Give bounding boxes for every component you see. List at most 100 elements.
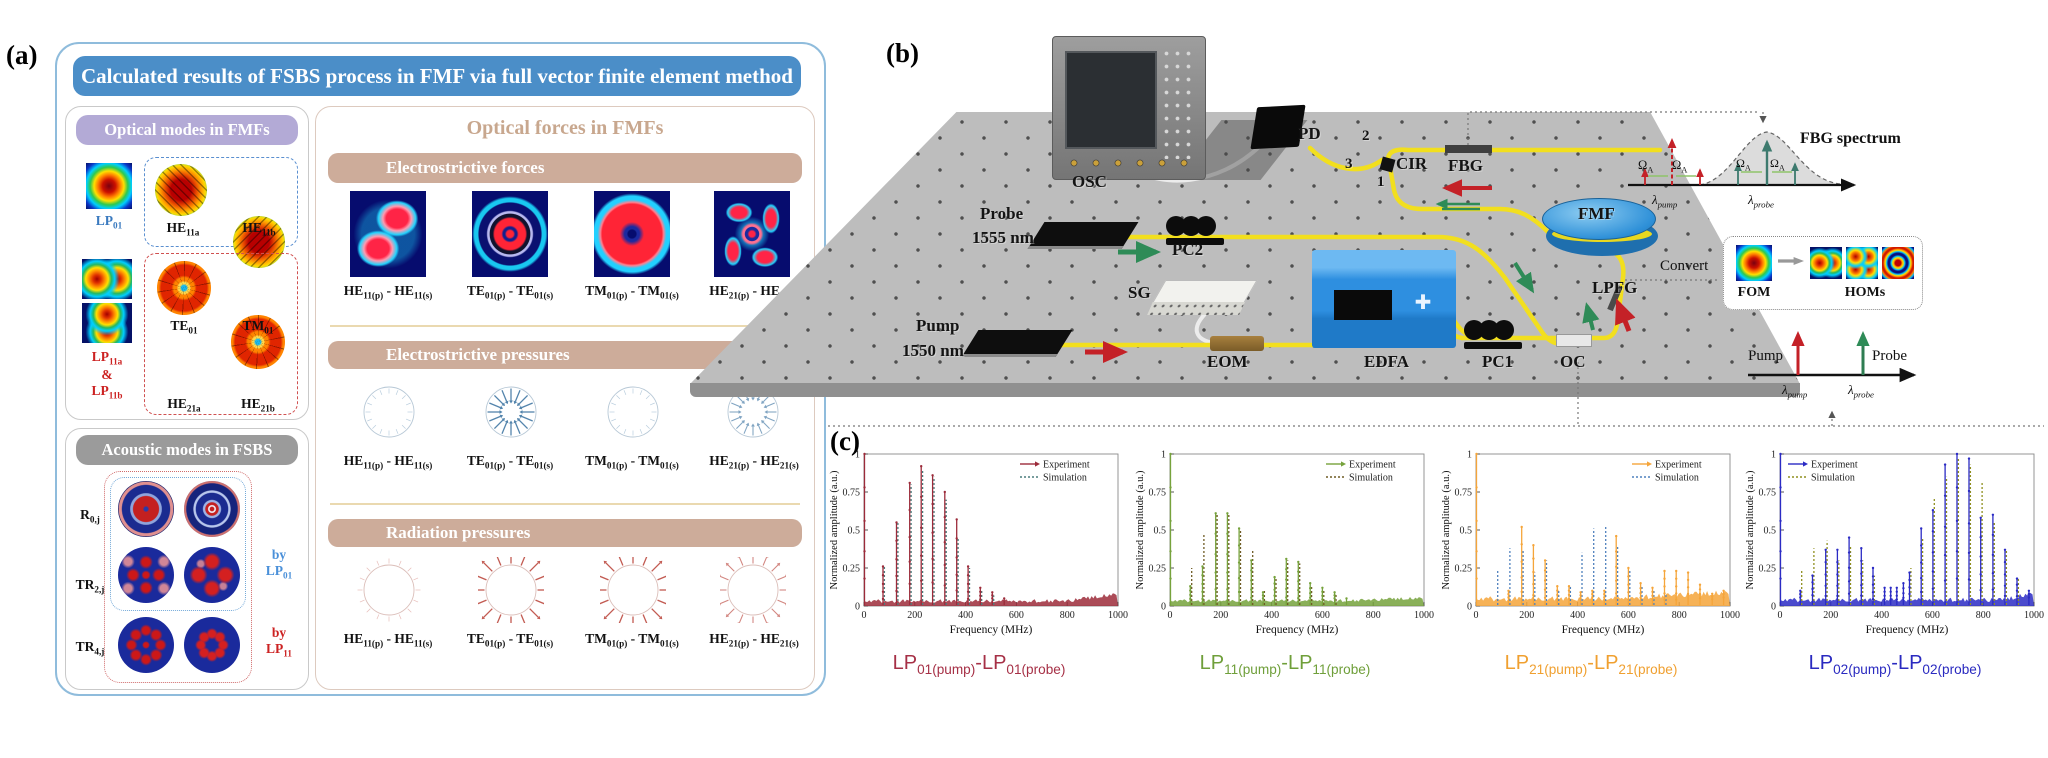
- acoustic-red-box: [104, 471, 252, 683]
- cir-port2-label: 2: [1362, 128, 1370, 144]
- pressure-diagram-rad-2: [469, 548, 553, 632]
- probe-axis-label: Probe: [1872, 348, 1907, 364]
- fiber-fmf-cir: [1387, 164, 1551, 235]
- omega-a-label-2: ΩA: [1672, 158, 1688, 175]
- svg-text:Experiment: Experiment: [1811, 460, 1858, 471]
- fiber-probe: [1090, 234, 1565, 347]
- svg-text:800: 800: [1976, 610, 1991, 621]
- pressure-pair-label-1: HE11(p) - HE11(s): [343, 453, 433, 471]
- optical-modes-panel: Optical modes in FMFs LP01 HE11a HE11b L…: [65, 106, 309, 556]
- svg-text:200: 200: [907, 610, 922, 621]
- panel-a-label: (a): [6, 40, 38, 70]
- lambda-pump-label-2: λpump: [1782, 382, 1808, 400]
- svg-text:600: 600: [1009, 610, 1024, 621]
- svg-text:1000: 1000: [1414, 610, 1434, 621]
- r0j-mode-image-1: [118, 481, 174, 537]
- edfa-amplifier: ✚: [1312, 250, 1456, 348]
- svg-text:0.25: 0.25: [1455, 564, 1473, 575]
- pressure-diagram-electro-2: [478, 379, 544, 450]
- svg-text:0.75: 0.75: [843, 488, 861, 499]
- svg-text:1000: 1000: [2024, 610, 2044, 621]
- svg-text:0.5: 0.5: [1154, 526, 1167, 537]
- panel-c-label: (c): [830, 426, 860, 456]
- fbg-spectrum-title: FBG spectrum: [1800, 130, 1901, 147]
- homs-label: HOMs: [1844, 285, 1886, 300]
- tr4j-mode-image-2: [184, 617, 240, 673]
- lp11a-mode-image: [82, 259, 132, 299]
- svg-text:400: 400: [958, 610, 973, 621]
- lp01-mode-image: [86, 163, 132, 209]
- svg-text:400: 400: [1874, 610, 1889, 621]
- osc-buttons: [1161, 47, 1197, 159]
- fbg-spectrum-inset: [1628, 131, 1857, 192]
- plot-canvas: 0 200 400 600 800 1000 0 0.25 0.5 0.75 1 Frequency …: [1742, 440, 2048, 653]
- tr2j-label: TR2,j: [75, 577, 105, 595]
- svg-text:Normalized amplitude (a.u.): Normalized amplitude (a.u.): [829, 470, 840, 589]
- svg-text:1000: 1000: [1720, 610, 1740, 621]
- svg-text:0: 0: [1474, 610, 1479, 621]
- fbg-label: FBG: [1448, 156, 1483, 175]
- convert-label: Convert: [1660, 258, 1709, 274]
- svg-text:Experiment: Experiment: [1349, 460, 1396, 471]
- svg-text:Normalized amplitude (a.u.): Normalized amplitude (a.u.): [1135, 470, 1146, 589]
- svg-text:Experiment: Experiment: [1655, 460, 1702, 471]
- svg-text:0: 0: [1161, 602, 1166, 613]
- omega-a-label-1: ΩA: [1638, 158, 1654, 175]
- fiber-cir-pd: [1307, 145, 1385, 172]
- r0j-mode-image-2: [184, 481, 240, 537]
- hom-lp11-image: [1810, 247, 1842, 279]
- optical-modes-header: Optical modes in FMFs: [76, 115, 298, 145]
- plot-title-lp02: LP02(pump)-LP02(probe): [1808, 652, 1982, 677]
- svg-text:800: 800: [1060, 610, 1075, 621]
- r0j-label: R0,j: [80, 507, 100, 525]
- te01-mode-image: [157, 261, 211, 315]
- svg-text:0: 0: [862, 610, 867, 621]
- osc-connectors: [1063, 155, 1197, 171]
- tr2j-mode-image-2: [184, 547, 240, 603]
- omega-a-label-3: ΩA: [1736, 156, 1751, 173]
- plot-canvas: 0 200 400 600 800 1000 0 0.25 0.5 0.75 1 Frequency …: [826, 440, 1132, 653]
- svg-text:0.25: 0.25: [843, 564, 861, 575]
- svg-text:0: 0: [1467, 602, 1472, 613]
- plot-canvas: 0 200 400 600 800 1000 0 0.25 0.5 0.75 1 Frequency …: [1438, 440, 1744, 653]
- edfa-display: [1334, 290, 1392, 320]
- he21a-label: HE21a: [167, 396, 201, 414]
- plot-title-lp21: LP21(pump)-LP21(probe): [1504, 652, 1678, 677]
- pc2-label: PC2: [1172, 240, 1204, 259]
- cir-port3-label: 3: [1345, 156, 1353, 172]
- svg-text:200: 200: [1823, 610, 1838, 621]
- cir-port1-label: 1: [1377, 174, 1385, 190]
- radiation-pair-label-3: TM01(p) - TM01(s): [585, 631, 679, 649]
- force-image-te01: [472, 191, 548, 277]
- spectrum-plot-lp01: 0 200 400 600 800 1000 0 0.25 0.5 0.75 1 Frequency …: [826, 440, 1132, 740]
- direction-arrows: [1085, 179, 1636, 363]
- plot-canvas: 0 200 400 600 800 1000 0 0.25 0.5 0.75 1 Frequency …: [1132, 440, 1438, 653]
- radiation-pair-label-1: HE11(p) - HE11(s): [343, 631, 433, 649]
- lambda-pump-label-1: λpump: [1652, 192, 1678, 210]
- by-lp11-label: by LP11: [266, 625, 292, 659]
- svg-text:0.75: 0.75: [1455, 488, 1473, 499]
- radiation-pair-label-2: TE01(p) - TE01(s): [466, 631, 554, 649]
- tr4j-label: TR4,j: [75, 639, 105, 657]
- panel-b-label: (b): [886, 38, 919, 68]
- cir-label: CIR: [1396, 154, 1428, 173]
- oscilloscope: [1052, 36, 1206, 180]
- pd-label: PD: [1298, 124, 1321, 143]
- optical-forces-title: Optical forces in FMFs: [466, 117, 664, 139]
- svg-text:600: 600: [1315, 610, 1330, 621]
- svg-text:0: 0: [1168, 610, 1173, 621]
- acoustic-blue-box: [110, 477, 246, 611]
- tm01-label: TM01: [242, 318, 274, 336]
- svg-text:0.25: 0.25: [1149, 564, 1167, 575]
- lp11-group-label: LP11a & LP11b: [91, 349, 123, 401]
- tm01-mode-image: [231, 315, 285, 369]
- fbg-spectrum-curve: [1699, 131, 1841, 186]
- fom-mode-image: [1736, 245, 1772, 281]
- svg-text:0.75: 0.75: [1149, 488, 1167, 499]
- pressure-diagram-electro-4: [720, 379, 786, 450]
- radiation-pair-label-4: HE21(p) - HE21(s): [709, 631, 799, 649]
- radiation-pressures-header: Radiation pressures: [328, 519, 802, 547]
- omega-a-label-4: ΩA: [1770, 156, 1785, 173]
- svg-text:Normalized amplitude (a.u.): Normalized amplitude (a.u.): [1441, 470, 1452, 589]
